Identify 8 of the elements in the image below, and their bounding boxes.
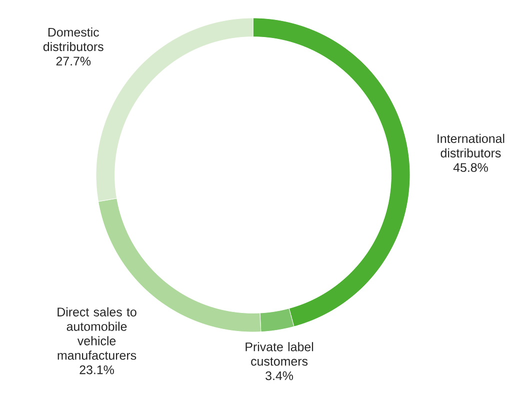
- slice-label: Domestic distributors: [43, 28, 104, 52]
- slice-label: Private label customers: [246, 342, 314, 366]
- data-label: 27.7%: [56, 56, 91, 66]
- data-label: 23.1%: [80, 365, 114, 374]
- data-label: 3.4%: [266, 371, 294, 380]
- data-label: 45.8%: [453, 163, 488, 172]
- slice-label: Direct sales to automobile vehicle manufacturers: [58, 307, 136, 360]
- slice-label: International distributors: [438, 134, 504, 158]
